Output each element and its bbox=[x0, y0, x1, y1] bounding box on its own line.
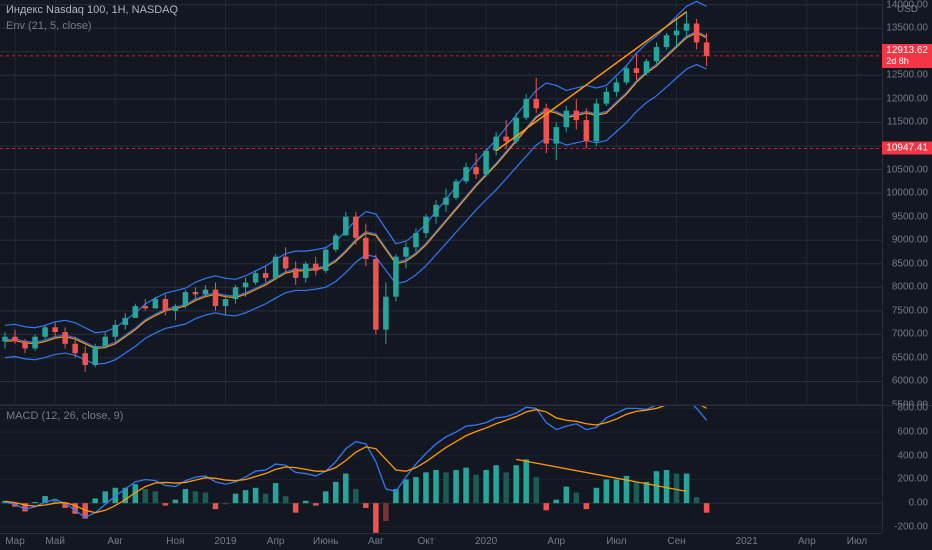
x-tick-label: Мар bbox=[5, 536, 25, 547]
y-tick-label: 12000.00 bbox=[886, 93, 928, 104]
x-tick-label: Ноя bbox=[166, 536, 184, 547]
y-tick-label: 14000.00 bbox=[886, 0, 928, 10]
y-tick-label: 800.00 bbox=[897, 403, 928, 414]
price-chart[interactable] bbox=[0, 0, 882, 405]
y-tick-label: 7000.00 bbox=[892, 329, 928, 340]
y-tick-label: 12500.00 bbox=[886, 70, 928, 81]
y-tick-label: 8000.00 bbox=[892, 282, 928, 293]
indicator-label: Env (21, 5, close) bbox=[6, 20, 92, 32]
y-tick-label: 400.00 bbox=[897, 450, 928, 461]
y-tick-label: 9500.00 bbox=[892, 211, 928, 222]
y-tick-label: 11500.00 bbox=[887, 117, 928, 128]
y-tick-label: 9000.00 bbox=[892, 235, 928, 246]
x-tick-label: Апр bbox=[547, 536, 565, 547]
x-tick-label: Июл bbox=[606, 536, 626, 547]
y-tick-label: -200.00 bbox=[894, 521, 928, 532]
y-tick-label: 6000.00 bbox=[892, 376, 928, 387]
macd-label: MACD (12, 26, close, 9) bbox=[6, 410, 123, 422]
y-tick-label: 10000.00 bbox=[886, 188, 928, 199]
y-tick-label: 600.00 bbox=[897, 427, 928, 438]
x-tick-label: Авг bbox=[368, 536, 384, 547]
chart-title: Индекс Nasdaq 100, 1Н, NASDAQ bbox=[6, 4, 178, 16]
x-tick-label: Июнь bbox=[313, 536, 338, 547]
time-x-axis[interactable]: Мар Май Авг Ноя 2019 Апр Июнь Авг Окт 2020 Апр Июл С… bbox=[0, 533, 882, 550]
price-y-axis[interactable]: USD 5500.006000.006500.007000.007500.008… bbox=[882, 0, 932, 405]
macd-chart[interactable]: MACD (12, 26, close, 9) bbox=[0, 405, 882, 533]
x-tick-label: Авг bbox=[107, 536, 123, 547]
y-tick-label: 10500.00 bbox=[886, 164, 928, 175]
price-badge: 12913.622d 8h bbox=[882, 44, 932, 68]
y-tick-label: 6500.00 bbox=[892, 352, 928, 363]
y-tick-label: 7500.00 bbox=[892, 305, 928, 316]
x-tick-label: Май bbox=[45, 536, 65, 547]
y-tick-label: 0.00 bbox=[909, 498, 928, 509]
x-tick-label: Апр bbox=[798, 536, 816, 547]
x-tick-label: 2020 bbox=[475, 536, 497, 547]
x-tick-label: Апр bbox=[267, 536, 285, 547]
x-tick-label: 2019 bbox=[214, 536, 236, 547]
chart-container: Индекс Nasdaq 100, 1Н, NASDAQ Env (21, 5… bbox=[0, 0, 932, 550]
x-tick-label: Окт bbox=[418, 536, 435, 547]
price-badge: 10947.41 bbox=[882, 142, 932, 155]
x-tick-label: Июл bbox=[847, 536, 867, 547]
macd-y-axis[interactable]: -200.00 0.00 200.00 400.00 600.00 800.00 bbox=[882, 405, 932, 533]
y-tick-label: 8500.00 bbox=[892, 258, 928, 269]
y-tick-label: 200.00 bbox=[897, 474, 928, 485]
x-tick-label: 2021 bbox=[736, 536, 758, 547]
x-tick-label: Сен bbox=[667, 536, 685, 547]
y-tick-label: 13500.00 bbox=[886, 23, 928, 34]
